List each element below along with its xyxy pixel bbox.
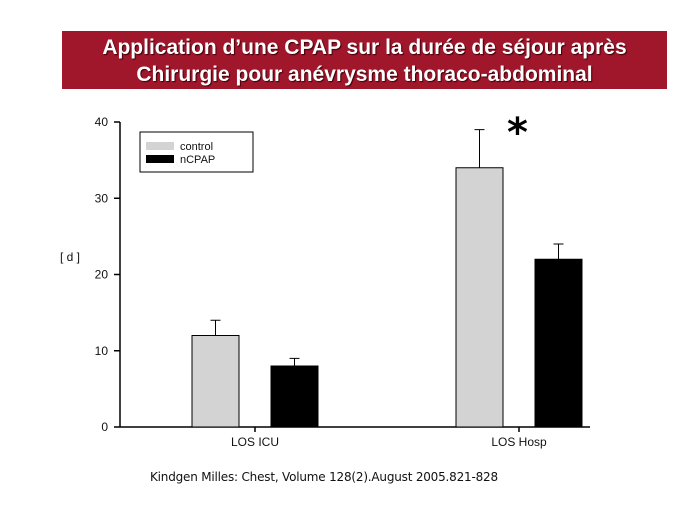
bar-control-0 xyxy=(191,335,240,428)
legend-swatch-ncpap xyxy=(146,155,174,163)
y-tick-label: 40 xyxy=(95,115,109,129)
slide-title-line-2: Chirurgie pour anévrysme thoraco-abdomin… xyxy=(136,63,593,86)
y-tick-label: 0 xyxy=(101,420,108,434)
bar-control-1 xyxy=(455,167,504,428)
legend-swatch-control xyxy=(146,142,174,150)
source-caption: Kindgen Milles: Chest, Volume 128(2).Aug… xyxy=(150,470,498,484)
legend-frame xyxy=(139,131,254,173)
x-category-label: LOS Hosp xyxy=(491,435,547,449)
y-tick-label: 30 xyxy=(95,191,109,205)
bar-ncpap-1 xyxy=(534,258,583,428)
legend: control nCPAP xyxy=(139,131,254,173)
y-tick-label: 20 xyxy=(95,268,109,282)
x-axis-categories: LOS ICU LOS Hosp xyxy=(231,427,547,449)
x-category-label: LOS ICU xyxy=(231,435,279,449)
bars xyxy=(191,129,583,428)
slide-title-line-1: Application d’une CPAP sur la durée de s… xyxy=(102,36,627,59)
significance-asterisk: * xyxy=(507,110,528,156)
legend-label-ncpap: nCPAP xyxy=(180,154,215,166)
slide-title-banner: Application d’une CPAP sur la durée de s… xyxy=(62,31,667,89)
legend-label-control: control xyxy=(180,141,213,153)
y-tick-label: 10 xyxy=(95,344,109,358)
bar-ncpap-0 xyxy=(270,365,319,428)
y-axis-ticks: 0 10 20 30 40 xyxy=(95,115,120,434)
y-axis-label: [ d ] xyxy=(60,250,81,264)
